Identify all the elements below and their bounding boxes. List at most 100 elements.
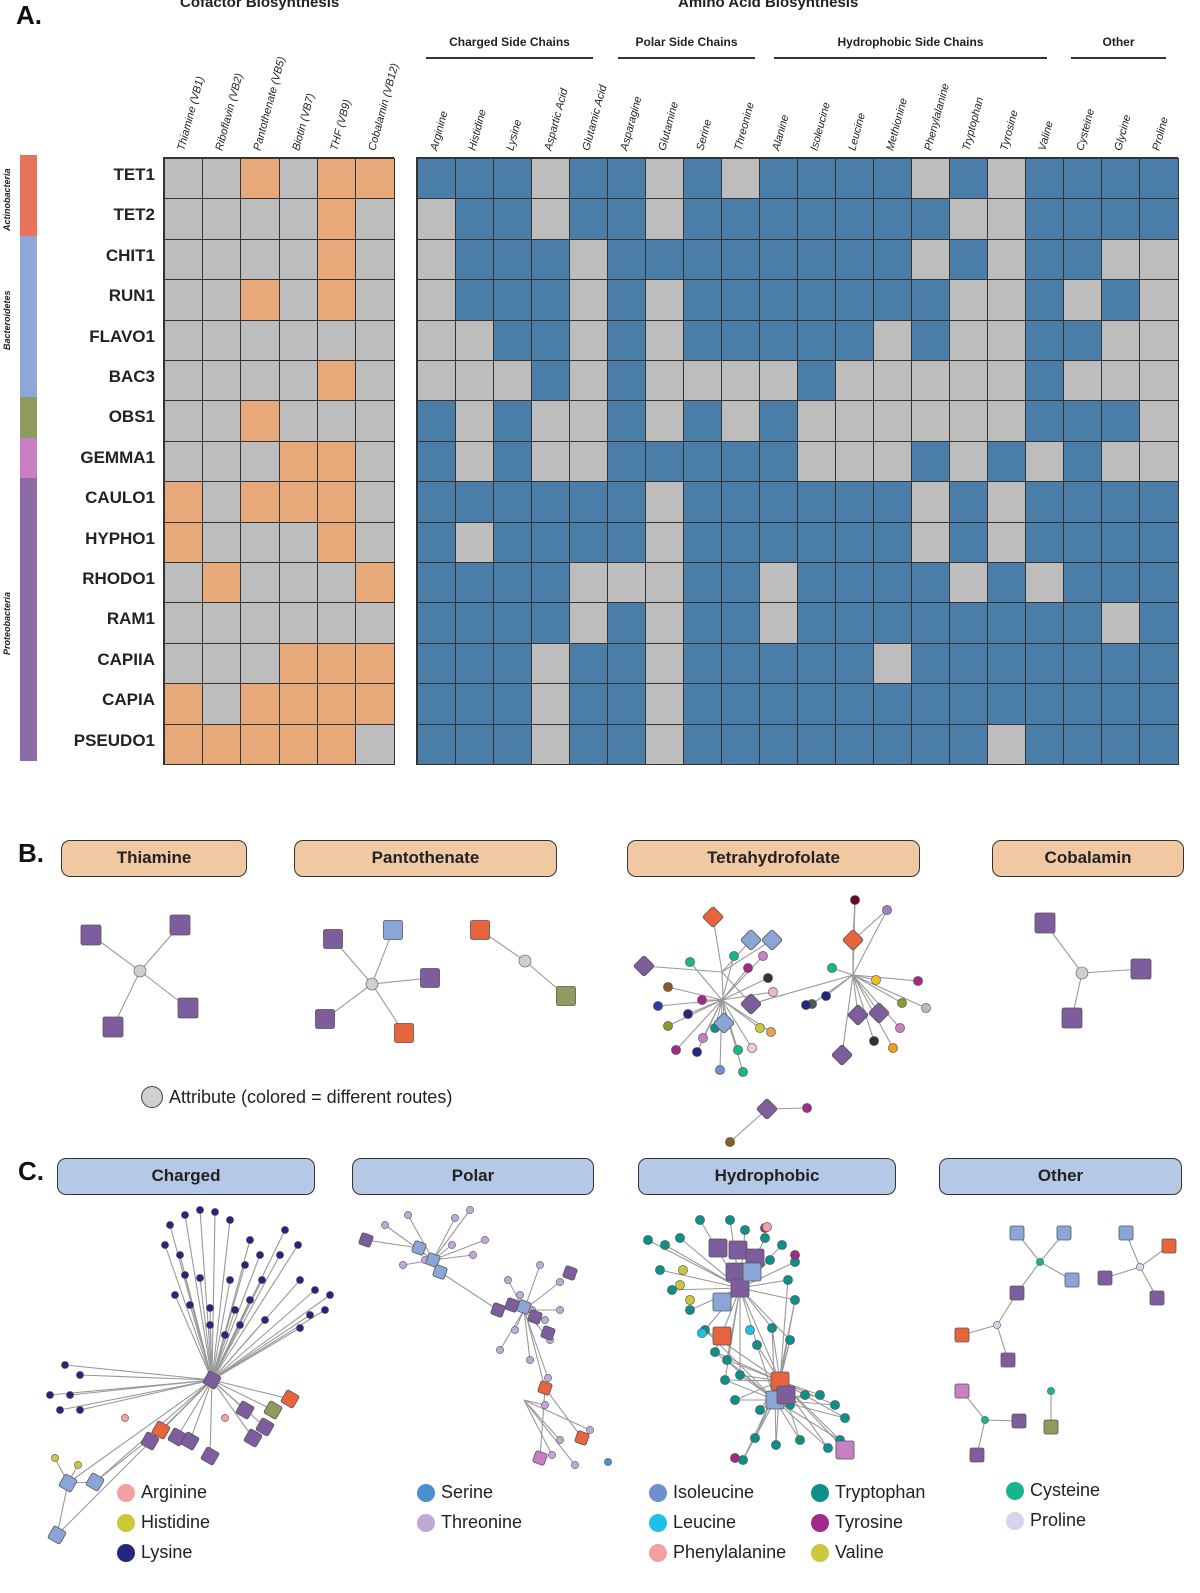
network-edge	[64, 1364, 213, 1381]
genome-node	[411, 1240, 427, 1256]
amino-acid-cell	[1139, 562, 1179, 604]
attribute-node	[231, 1306, 239, 1314]
row-label: RUN1	[108, 286, 155, 306]
amino-acid-cell	[493, 400, 533, 443]
amino-acid-cell	[987, 440, 1027, 483]
amino-acid-cell	[1063, 440, 1103, 483]
legend-entry: Threonine	[417, 1512, 522, 1533]
network-edge	[174, 1294, 213, 1381]
amino-acid-cell	[797, 238, 837, 281]
network-edge	[852, 974, 927, 1009]
amino-acid-cell	[759, 642, 799, 685]
amino-acid-cell	[1025, 238, 1065, 281]
genome-node	[740, 929, 762, 951]
amino-acid-cell	[835, 481, 875, 524]
attribute-node	[604, 1458, 612, 1466]
attribute-node	[1036, 1258, 1044, 1266]
amino-acid-cell	[417, 440, 457, 483]
attribute-node	[544, 1374, 552, 1382]
genome-node	[1034, 912, 1056, 934]
amino-acid-cell	[607, 360, 647, 402]
amino-acid-cell	[1025, 158, 1065, 200]
amino-acid-cell	[531, 562, 571, 604]
cofactor-cell	[202, 238, 242, 281]
attribute-node	[365, 977, 379, 991]
attribute-node	[404, 1211, 412, 1219]
amino-acid-cell	[417, 683, 457, 726]
genome-node	[202, 1370, 222, 1390]
amino-acid-cell	[417, 400, 457, 443]
amino-acid-cell	[987, 158, 1027, 200]
amino-acid-cell	[873, 319, 913, 362]
network-edge	[79, 1379, 213, 1411]
network-edge	[211, 1327, 301, 1381]
amino-acid-cell	[455, 683, 495, 726]
column-label: Histidine	[466, 108, 489, 152]
amino-acid-cell	[569, 238, 609, 281]
attribute-node	[381, 1221, 389, 1229]
amino-acid-cell	[797, 481, 837, 524]
attribute-node	[296, 1276, 304, 1284]
amino-acid-cell	[417, 238, 457, 281]
amino-acid-cell	[683, 279, 723, 322]
pill-pantothenate: Pantothenate	[294, 840, 557, 877]
amino-acid-cell	[569, 683, 609, 726]
attribute-node	[66, 1391, 74, 1399]
amino-acid-cell	[873, 238, 913, 281]
amino-acid-cell	[835, 158, 875, 200]
amino-acid-cell	[873, 360, 913, 402]
attribute-node	[586, 1426, 594, 1434]
network-edge	[729, 1108, 768, 1143]
network-edge	[659, 1269, 741, 1289]
amino-acid-cell	[759, 562, 799, 604]
attribute-node	[294, 1241, 302, 1249]
attribute-node	[76, 1371, 84, 1379]
network-edge	[67, 1379, 213, 1484]
legend-label: Phenylalanine	[673, 1542, 787, 1562]
attribute-node	[236, 1321, 244, 1329]
amino-acid-cell	[1101, 521, 1141, 564]
genome-node	[470, 920, 490, 940]
amino-acid-cell	[493, 562, 533, 604]
attribute-node	[692, 1047, 702, 1057]
amino-acid-cell	[911, 521, 951, 564]
genome-node	[235, 1400, 255, 1420]
amino-acid-cell	[455, 642, 495, 685]
amino-acid-cell	[835, 642, 875, 685]
cofactor-cell	[240, 319, 281, 362]
attribute-node	[548, 1451, 556, 1459]
amino-acid-cell	[987, 319, 1027, 362]
column-label: Lysine	[504, 118, 525, 152]
amino-acid-cell	[417, 602, 457, 645]
attribute-node	[777, 1240, 787, 1250]
cofactor-cell	[278, 642, 319, 685]
network-edge	[852, 974, 901, 1029]
network-edge	[643, 965, 723, 973]
genome-node	[180, 1431, 200, 1451]
cofactor-cell	[278, 562, 319, 604]
network-edge	[184, 1214, 213, 1381]
amino-acid-cell	[455, 400, 495, 443]
genome-node	[420, 968, 440, 988]
network-edge	[189, 1379, 213, 1442]
network-edge	[211, 1289, 316, 1381]
amino-acid-cell	[835, 723, 875, 766]
genome-node	[1097, 1270, 1113, 1286]
attribute-node	[771, 1440, 781, 1450]
cofactor-cell	[164, 683, 204, 726]
phylum-segment	[20, 235, 37, 398]
amino-acid-cell	[1139, 521, 1179, 564]
amino-acid-cell	[1139, 360, 1179, 402]
cofactor-cell	[278, 319, 319, 362]
aa-group-title: Charged Side Chains	[449, 35, 570, 49]
network-edge	[432, 1209, 471, 1261]
amino-acid-cell	[1101, 481, 1141, 524]
amino-acid-cell	[911, 319, 951, 362]
column-label: Valine	[1036, 119, 1056, 152]
attribute-node	[675, 1233, 685, 1243]
genome-node	[713, 1012, 735, 1034]
cofactor-cell	[202, 400, 242, 443]
network-edge	[211, 1279, 231, 1381]
cofactor-cell	[164, 360, 204, 402]
amino-acid-cell	[493, 521, 533, 564]
